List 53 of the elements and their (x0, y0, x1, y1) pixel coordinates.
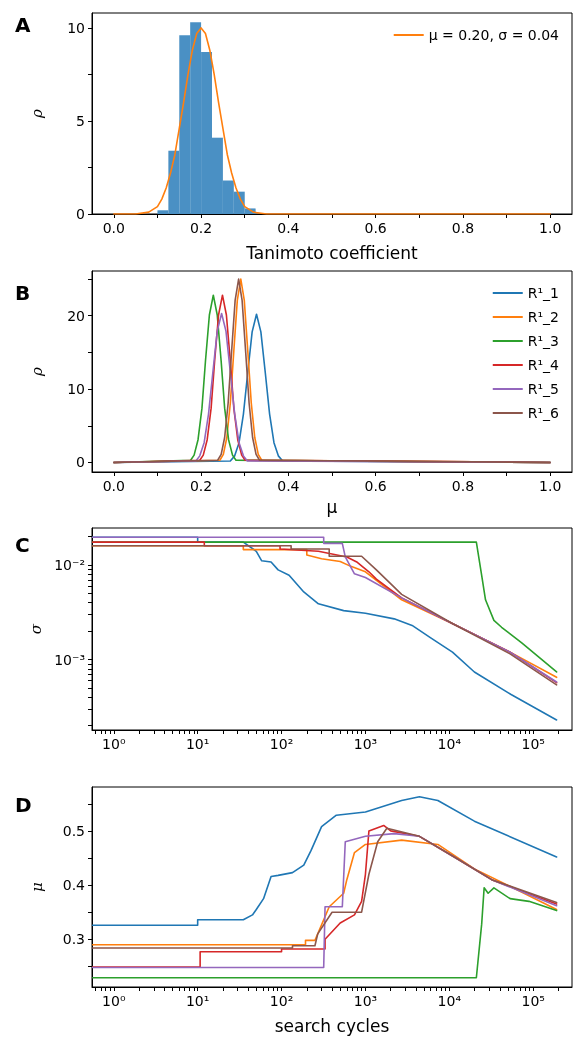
legend-label: R¹_4 (527, 357, 560, 373)
x-axis-title: Tanimoto coefficient (245, 242, 419, 263)
y-tick-label: 0 (76, 454, 85, 471)
x-tick-label: 0.0 (102, 220, 125, 236)
x-tick-label: 0.8 (451, 220, 475, 236)
x-tick-label: 0.6 (364, 220, 387, 236)
y-tick-label: 10 (67, 19, 85, 36)
chart-title: A (15, 13, 31, 37)
y-tick-label: 10⁻² (54, 557, 85, 574)
x-tick-label: 10³ (353, 736, 378, 752)
y-tick-label: 0.4 (62, 877, 86, 894)
chart-title: D (15, 793, 32, 817)
x-tick-label: 0.4 (277, 478, 300, 494)
y-tick-label: 0.3 (62, 931, 85, 948)
legend-label: R¹_6 (527, 405, 560, 421)
y-axis-title: σ (26, 623, 45, 635)
x-tick-label: 1.0 (539, 220, 562, 236)
legend-label: μ = 0.20, σ = 0.04 (428, 27, 560, 43)
y-tick-label: 20 (67, 307, 85, 324)
x-tick-label: 0.2 (189, 478, 213, 494)
x-tick-label: 1.0 (539, 478, 562, 494)
x-axis-title: μ (326, 496, 338, 517)
x-tick-label: 10⁴ (437, 993, 462, 1009)
x-tick-label: 10¹ (185, 736, 210, 752)
text: B (15, 281, 31, 305)
x-tick-label: 10⁵ (521, 736, 545, 752)
y-axis-title: μ (27, 882, 46, 892)
x-tick-label: 0.0 (102, 478, 125, 494)
x-tick-label: 10⁵ (521, 993, 545, 1009)
x-tick-label: 0.8 (451, 478, 475, 494)
legend-label: R¹_2 (527, 309, 559, 325)
y-axis-title: ρ (27, 366, 46, 377)
x-tick-label: 10⁰ (102, 993, 126, 1009)
x-tick-label: 0.2 (189, 220, 213, 236)
y-tick-label: 0 (76, 206, 85, 222)
x-tick-label: 10³ (353, 993, 378, 1009)
x-tick-label: 10⁰ (102, 736, 126, 752)
legend-label: R¹_1 (527, 285, 559, 301)
y-tick-label: 10⁻³ (54, 651, 85, 668)
y-tick-label: 0.5 (62, 822, 85, 839)
x-axis-title: search cycles (274, 1015, 390, 1036)
legend-label: R¹_5 (527, 381, 559, 397)
chart-title: C (15, 533, 30, 557)
x-tick-label: 10² (269, 736, 294, 752)
y-tick-label: 10 (67, 381, 85, 398)
x-tick-label: 10¹ (185, 993, 210, 1009)
x-tick-label: 10⁴ (437, 736, 462, 752)
legend-label: R¹_3 (527, 333, 559, 349)
y-tick-label: 5 (76, 112, 85, 129)
y-axis-title: ρ (27, 108, 46, 119)
x-tick-label: 0.4 (277, 220, 300, 236)
x-tick-label: 10² (269, 993, 294, 1009)
x-tick-label: 0.6 (364, 478, 387, 494)
